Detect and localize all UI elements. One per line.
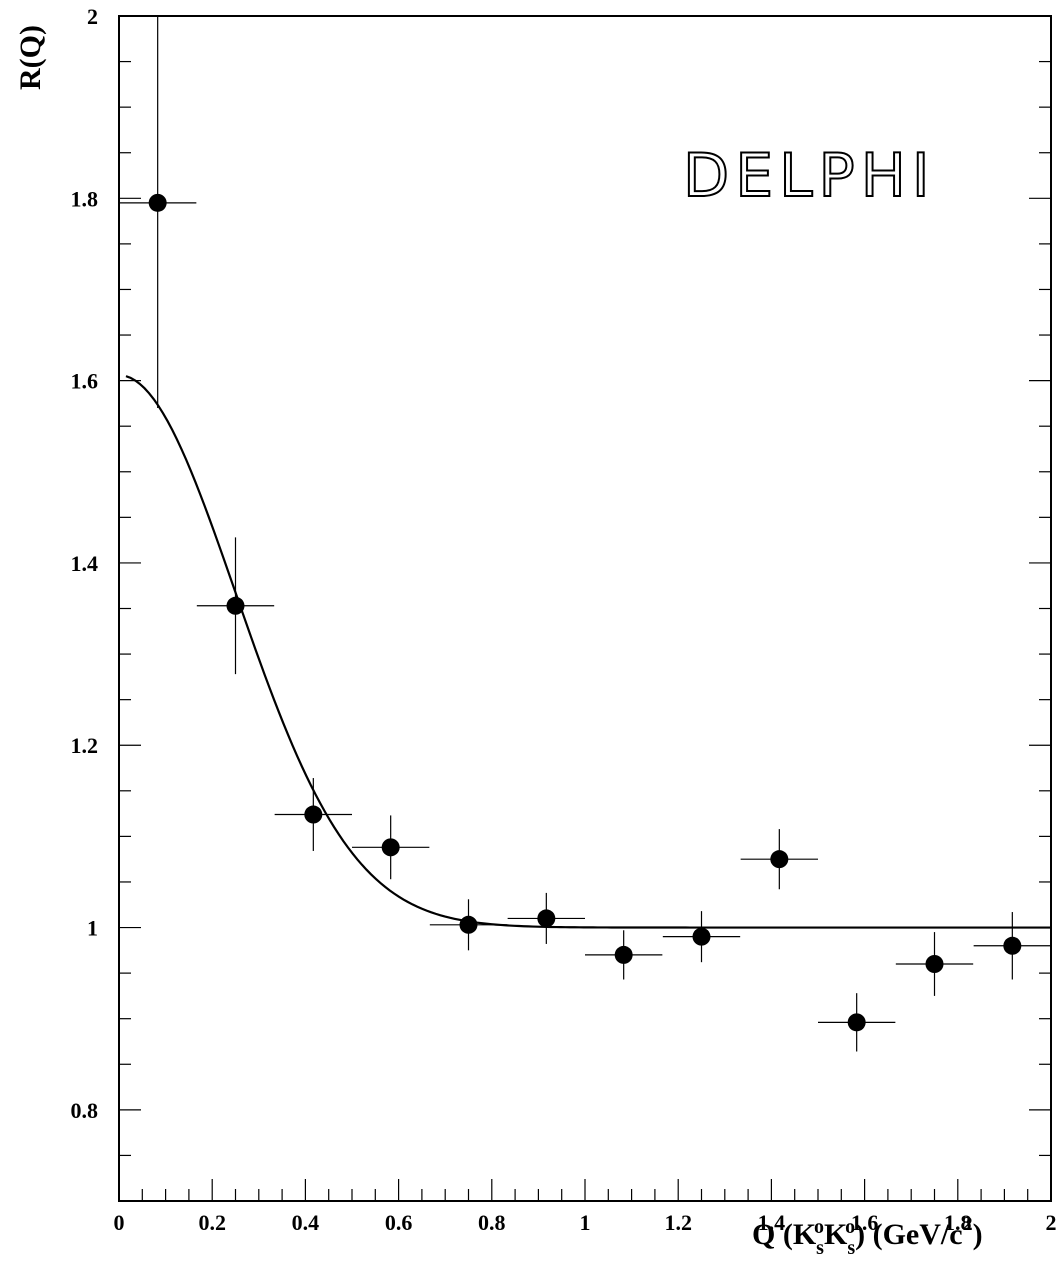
data-point [274,778,352,851]
x-tick-label: 0.8 [478,1210,506,1235]
x-tick-label: 1.4 [758,1210,786,1235]
data-point [895,932,974,996]
data-point [119,16,197,408]
x-tick-label: 0.6 [385,1210,413,1235]
y-tick-label: 1 [87,916,98,941]
data-marker [304,805,323,824]
y-tick-label: 1.4 [71,551,99,576]
data-marker [770,850,789,869]
x-tick-label: 1.6 [851,1210,879,1235]
x-axis-label: Q (KsoKso) (GeV/c2) [752,1213,983,1259]
experiment-label: DELPHI [683,141,936,211]
x-tick-label: 1 [580,1210,591,1235]
data-marker [537,909,556,928]
x-tick-label: 2 [1046,1210,1057,1235]
y-tick-label: 1.8 [71,186,99,211]
data-point [818,993,896,1052]
data-point [662,911,741,963]
data-points [119,16,1051,1052]
data-marker [925,955,944,973]
data-marker [1003,936,1022,955]
data-marker [847,1013,866,1032]
data-marker [692,927,711,946]
data-marker [614,945,633,964]
data-point [429,899,508,951]
data-point [507,892,585,944]
x-tick-label: 0 [114,1210,125,1235]
data-point [196,537,275,675]
y-tick-label: 2 [87,4,98,29]
data-marker [381,838,400,857]
axis-tick-labels: 0 0.2 0.4 0.6 0.8 1 1.2 1.4 1.6 1.8 2 0.8 1 1.2 1.4 1.6… [71,4,1057,1235]
data-point [973,912,1051,980]
y-axis-label: R(Q) [14,25,47,90]
x-tick-label: 1.8 [944,1210,972,1235]
data-marker [148,193,167,212]
y-tick-label: 0.8 [71,1098,99,1123]
y-tick-label: 1.2 [71,733,99,758]
x-tick-label: 0.4 [292,1210,320,1235]
y-tick-label: 1.6 [71,369,99,394]
x-tick-label: 0.2 [198,1210,226,1235]
axis-ticks [118,15,1052,1202]
data-point [585,930,663,980]
x-tick-label: 1.2 [664,1210,692,1235]
data-marker [226,596,245,615]
data-point [740,829,818,890]
fit-curve [125,375,1051,929]
data-point [352,815,430,880]
data-marker [459,915,478,934]
